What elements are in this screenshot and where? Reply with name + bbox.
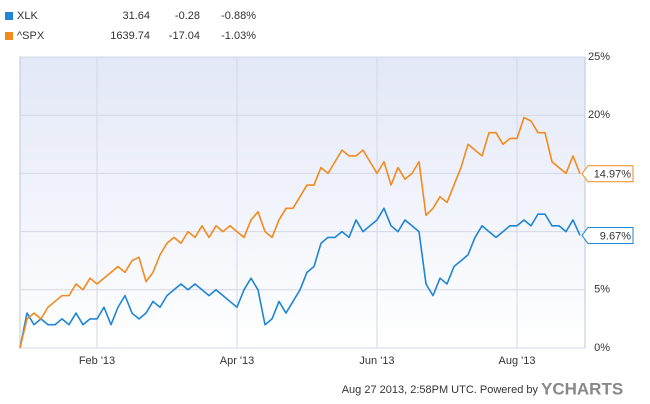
legend-swatch	[5, 32, 13, 40]
end-label-box	[581, 226, 634, 244]
x-tick-label: Feb '13	[79, 355, 115, 367]
legend-swatch	[5, 12, 13, 20]
legend-price: 1639.74	[110, 30, 150, 42]
footer: Aug 27 2013, 2:58PM UTC. Powered by	[342, 384, 539, 396]
end-label-box	[581, 165, 634, 183]
end-label: 9.67%	[600, 230, 631, 242]
legend-change: -17.04	[169, 30, 200, 42]
y-tick-label: 20%	[588, 109, 610, 121]
y-tick-label: 0%	[594, 342, 610, 354]
legend-change-percent: -1.03%	[221, 30, 256, 42]
y-tick-label: 5%	[594, 284, 610, 296]
legend-name: XLK	[17, 10, 38, 22]
y-tick-label: 25%	[588, 51, 610, 63]
legend-change: -0.28	[175, 10, 200, 22]
line-series	[19, 207, 581, 349]
legend-name: ^SPX	[17, 30, 45, 42]
x-tick-label: Aug '13	[499, 355, 536, 367]
line-series	[19, 116, 581, 349]
end-label: 14.97%	[594, 169, 632, 181]
plot-area	[19, 56, 586, 349]
legend-change-percent: -0.88%	[221, 10, 256, 22]
x-tick-label: Apr '13	[220, 355, 255, 367]
brand: YCHARTS	[541, 379, 623, 398]
x-tick-label: Jun '13	[359, 355, 394, 367]
legend-price: 31.64	[122, 10, 150, 22]
